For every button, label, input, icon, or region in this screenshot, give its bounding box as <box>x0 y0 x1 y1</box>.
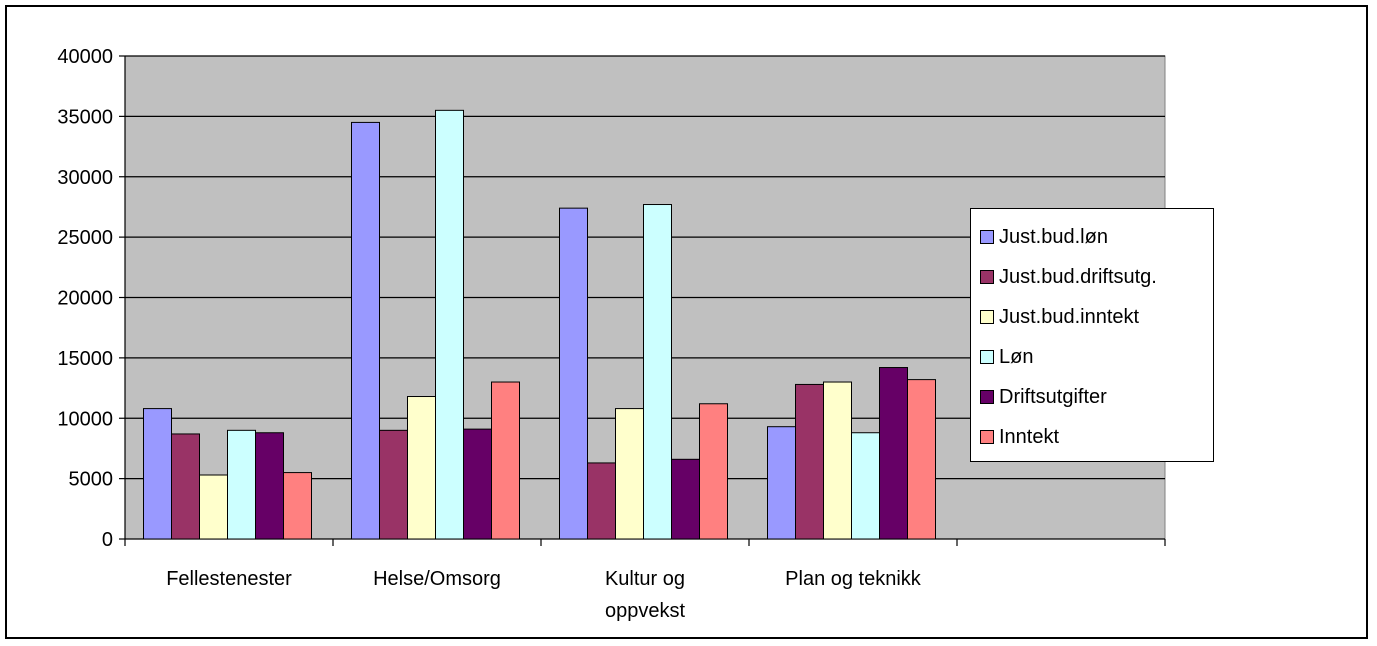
bar-just-bud-inntekt-helse-omsorg <box>407 396 436 540</box>
y-tick-label: 15000 <box>57 348 113 370</box>
y-tick-label: 35000 <box>57 106 113 128</box>
bar-just-bud-l-n-plan-og-teknikk <box>767 426 796 540</box>
legend-item: Just.bud.inntekt <box>971 297 1213 337</box>
bar-just-bud-driftsutg-helse-omsorg <box>379 429 408 540</box>
legend-label: Just.bud.inntekt <box>999 305 1140 328</box>
bar-just-bud-l-n-kultur-og-oppvekst <box>559 207 588 540</box>
bar-inntekt-helse-omsorg <box>491 381 520 540</box>
legend-label: Driftsutgifter <box>999 385 1107 408</box>
legend-swatch <box>980 230 994 244</box>
y-tick-label: 30000 <box>57 167 113 189</box>
legend-item: Driftsutgifter <box>971 377 1213 417</box>
bar-inntekt-kultur-og-oppvekst <box>699 403 728 540</box>
legend-item: Just.bud.løn <box>971 217 1213 257</box>
legend-label: Løn <box>999 345 1034 368</box>
bar-driftsutgifter-helse-omsorg <box>463 428 492 540</box>
x-category-label: oppvekst <box>605 600 685 622</box>
legend-swatch <box>980 350 994 364</box>
bar-just-bud-driftsutg-plan-og-teknikk <box>795 383 824 540</box>
legend-swatch <box>980 270 994 284</box>
y-tick-label: 20000 <box>57 288 113 310</box>
x-category-label: Fellestenester <box>166 568 292 590</box>
x-category-label: Plan og teknikk <box>785 568 922 590</box>
legend-item: Just.bud.driftsutg. <box>971 257 1213 297</box>
bar-just-bud-driftsutg-kultur-og-oppvekst <box>587 462 616 540</box>
bar-l-n-plan-og-teknikk <box>851 432 880 540</box>
bar-just-bud-l-n-fellestenester <box>143 408 172 540</box>
bar-l-n-kultur-og-oppvekst <box>643 204 672 540</box>
legend: Just.bud.løn Just.bud.driftsutg. Just.bud.… <box>970 208 1214 462</box>
bar-just-bud-inntekt-kultur-og-oppvekst <box>615 408 644 540</box>
legend-swatch <box>980 430 994 444</box>
y-tick-label: 40000 <box>57 46 113 68</box>
x-category-label: Kultur og <box>605 568 685 590</box>
bar-just-bud-inntekt-fellestenester <box>199 474 228 540</box>
bar-inntekt-fellestenester <box>283 472 312 540</box>
bar-l-n-helse-omsorg <box>435 109 464 540</box>
bar-driftsutgifter-plan-og-teknikk <box>879 367 908 540</box>
legend-item: Inntekt <box>971 417 1213 457</box>
y-tick-label: 0 <box>102 529 113 551</box>
y-tick-label: 5000 <box>69 469 114 491</box>
y-tick-label: 10000 <box>57 408 113 430</box>
legend-swatch <box>980 310 994 324</box>
y-tick-label: 25000 <box>57 227 113 249</box>
bar-l-n-fellestenester <box>227 429 256 540</box>
bar-driftsutgifter-fellestenester <box>255 432 284 540</box>
x-category-label: Helse/Omsorg <box>373 568 501 590</box>
bar-driftsutgifter-kultur-og-oppvekst <box>671 458 700 540</box>
bar-inntekt-plan-og-teknikk <box>907 379 936 540</box>
chart-frame <box>5 5 1368 639</box>
legend-item: Løn <box>971 337 1213 377</box>
bar-just-bud-inntekt-plan-og-teknikk <box>823 381 852 540</box>
bar-just-bud-l-n-helse-omsorg <box>351 121 380 540</box>
legend-label: Just.bud.driftsutg. <box>999 265 1157 288</box>
legend-label: Just.bud.løn <box>999 225 1108 248</box>
bar-just-bud-driftsutg-fellestenester <box>171 433 200 540</box>
legend-label: Inntekt <box>999 425 1060 448</box>
legend-swatch <box>980 390 994 404</box>
